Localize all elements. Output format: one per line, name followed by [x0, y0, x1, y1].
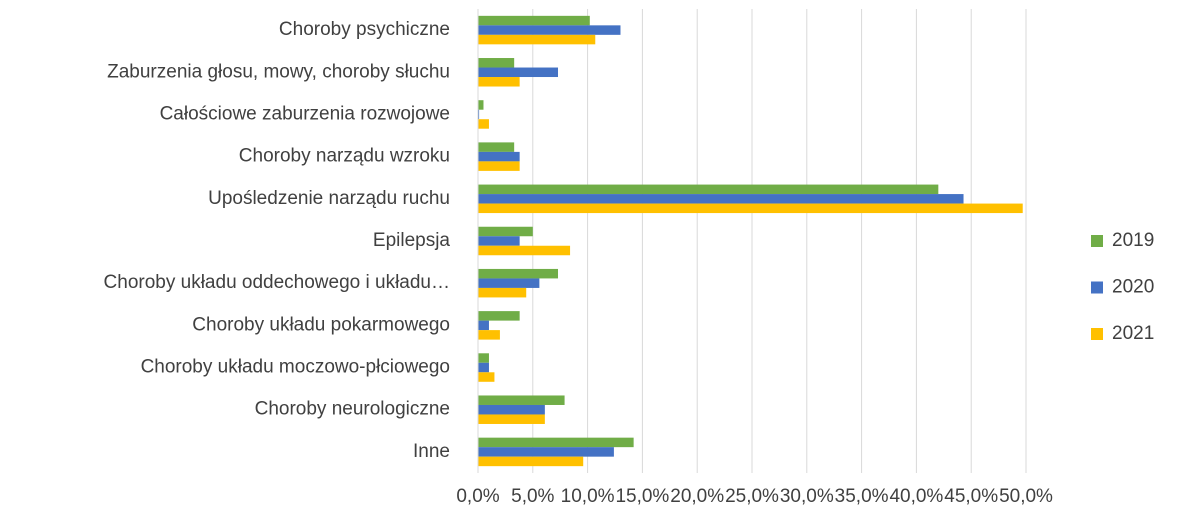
- legend-label: 2019: [1112, 230, 1154, 251]
- y-tick-label: Choroby psychiczne: [279, 19, 450, 40]
- bar: [478, 437, 634, 448]
- x-tick-label: 50,0%: [999, 486, 1053, 507]
- y-tick-label: Choroby układu oddechowego i układu…: [104, 272, 450, 293]
- bar: [478, 25, 621, 35]
- bar: [478, 194, 964, 204]
- legend-swatch: [1091, 281, 1103, 294]
- legend-swatch: [1091, 328, 1103, 340]
- y-tick-label: Upośledzenie narządu ruchu: [208, 188, 450, 209]
- bar: [478, 353, 489, 363]
- x-tick-label: 40,0%: [889, 486, 943, 507]
- bar: [478, 330, 500, 340]
- x-tick-label: 25,0%: [725, 486, 779, 507]
- legend-label: 2020: [1112, 277, 1154, 298]
- bar: [478, 287, 527, 298]
- legend-swatch: [1091, 235, 1103, 247]
- bar: [478, 311, 520, 321]
- bar: [478, 404, 545, 415]
- bar: [478, 100, 484, 110]
- bar: [478, 320, 489, 331]
- bar: [478, 34, 596, 45]
- y-tick-label: Całościowe zaburzenia rozwojowe: [160, 103, 450, 124]
- bar: [478, 15, 590, 26]
- bar: [478, 151, 520, 162]
- y-tick-label: Inne: [413, 441, 450, 462]
- bar: [478, 268, 559, 279]
- bar: [478, 245, 571, 256]
- x-tick-label: 15,0%: [615, 486, 669, 507]
- bar: [478, 372, 495, 382]
- y-tick-label: Choroby narządu wzroku: [239, 146, 450, 167]
- bar: [478, 456, 584, 467]
- x-tick-label: 20,0%: [670, 486, 724, 507]
- bar: [478, 58, 515, 68]
- y-tick-label: Epilepsja: [373, 230, 451, 251]
- bar: [478, 77, 520, 87]
- bar: [478, 203, 1023, 214]
- bar: [478, 142, 515, 152]
- bar: [478, 184, 939, 195]
- bar: [478, 278, 540, 288]
- y-tick-label: Zaburzenia głosu, mowy, choroby słuchu: [107, 61, 450, 82]
- y-tick-label: Choroby układu pokarmowego: [192, 314, 450, 335]
- x-tick-label: 5,0%: [511, 486, 554, 507]
- bar: [478, 362, 489, 373]
- bar: [478, 395, 565, 405]
- bar: [478, 109, 480, 120]
- bar: [478, 447, 614, 457]
- x-tick-label: 10,0%: [561, 486, 615, 507]
- x-tick-label: 35,0%: [835, 486, 889, 507]
- y-tick-label: Choroby układu moczowo-płciowego: [141, 357, 450, 378]
- bar: [478, 226, 533, 237]
- x-tick-label: 30,0%: [780, 486, 834, 507]
- legend-label: 2021: [1112, 323, 1154, 344]
- y-tick-label: Choroby neurologiczne: [255, 399, 450, 420]
- bar: [478, 161, 520, 171]
- bar: [478, 236, 520, 246]
- bar: [478, 67, 559, 78]
- x-tick-label: 0,0%: [456, 486, 499, 507]
- x-tick-label: 45,0%: [944, 486, 998, 507]
- bar: [478, 414, 545, 424]
- bar: [478, 119, 489, 129]
